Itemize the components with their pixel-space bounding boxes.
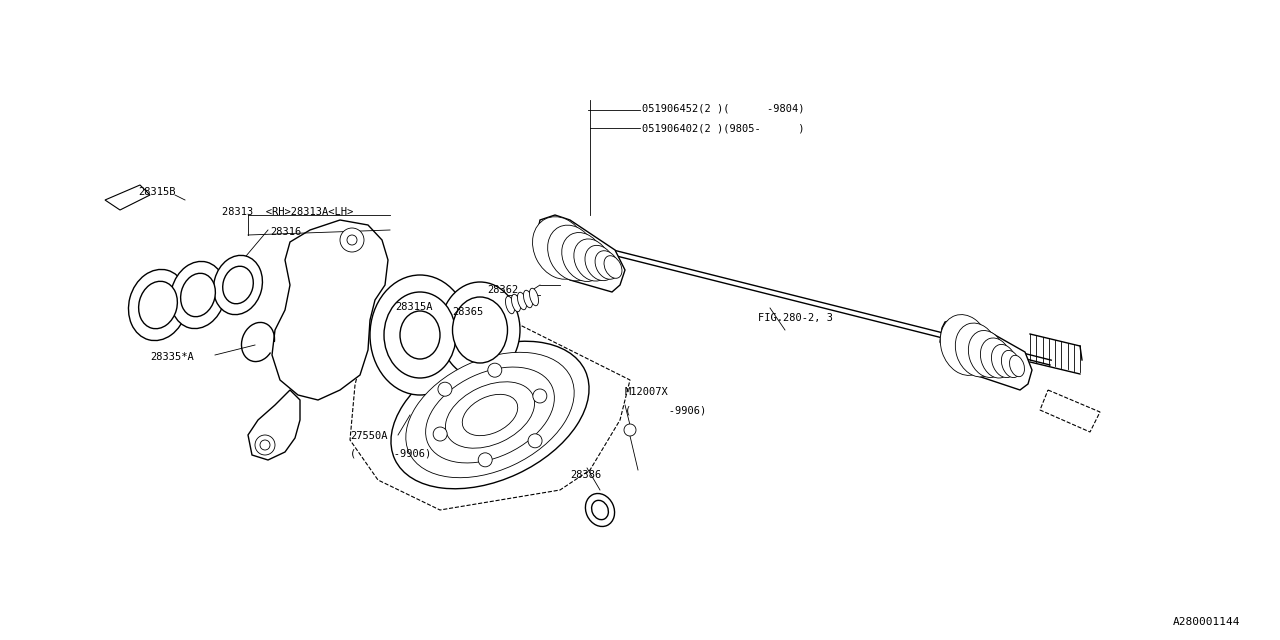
Text: (      -9906): ( -9906) <box>349 448 431 458</box>
Polygon shape <box>349 310 630 510</box>
Text: 28315B: 28315B <box>138 187 175 197</box>
Ellipse shape <box>462 394 517 436</box>
Circle shape <box>625 424 636 436</box>
Text: 051906452(2 )(      -9804): 051906452(2 )( -9804) <box>643 103 805 113</box>
Polygon shape <box>248 390 300 460</box>
Ellipse shape <box>524 291 532 308</box>
Ellipse shape <box>370 275 470 395</box>
Ellipse shape <box>992 344 1016 378</box>
Ellipse shape <box>1001 350 1020 378</box>
Circle shape <box>438 382 452 396</box>
Ellipse shape <box>406 352 575 477</box>
Text: M12007X: M12007X <box>625 387 668 397</box>
Ellipse shape <box>180 273 215 317</box>
Circle shape <box>433 427 447 441</box>
Circle shape <box>488 363 502 377</box>
Ellipse shape <box>384 292 456 378</box>
Ellipse shape <box>604 256 622 278</box>
Circle shape <box>529 434 541 448</box>
Text: 28365: 28365 <box>452 307 484 317</box>
Ellipse shape <box>445 382 535 448</box>
Ellipse shape <box>980 338 1011 378</box>
Ellipse shape <box>170 261 225 328</box>
Text: 28335*A: 28335*A <box>150 352 193 362</box>
Text: 28315A: 28315A <box>396 302 433 312</box>
Circle shape <box>340 228 364 252</box>
Circle shape <box>532 389 547 403</box>
Ellipse shape <box>426 367 554 463</box>
Ellipse shape <box>214 255 262 315</box>
Ellipse shape <box>512 294 521 312</box>
Circle shape <box>255 435 275 455</box>
Ellipse shape <box>941 315 989 376</box>
Text: 28313  <RH>28313A<LH>: 28313 <RH>28313A<LH> <box>221 207 353 217</box>
Ellipse shape <box>517 292 526 310</box>
Ellipse shape <box>595 251 620 279</box>
Ellipse shape <box>573 239 611 281</box>
Text: 28362: 28362 <box>486 285 518 295</box>
Circle shape <box>347 235 357 245</box>
Ellipse shape <box>532 217 588 279</box>
Ellipse shape <box>548 225 596 281</box>
Text: A280001144: A280001144 <box>1172 617 1240 627</box>
Text: 28316: 28316 <box>270 227 301 237</box>
Text: 27550A: 27550A <box>349 431 388 441</box>
Ellipse shape <box>401 311 440 359</box>
Circle shape <box>260 440 270 450</box>
Ellipse shape <box>223 266 253 304</box>
Text: FIG.280-2, 3: FIG.280-2, 3 <box>758 313 833 323</box>
Ellipse shape <box>506 296 515 314</box>
Ellipse shape <box>440 282 520 378</box>
Ellipse shape <box>128 269 188 340</box>
Circle shape <box>479 453 493 467</box>
Ellipse shape <box>390 341 589 489</box>
Ellipse shape <box>1010 355 1024 377</box>
Ellipse shape <box>955 323 998 377</box>
Ellipse shape <box>453 297 507 363</box>
Polygon shape <box>273 220 388 400</box>
Ellipse shape <box>585 245 614 281</box>
Ellipse shape <box>585 493 614 527</box>
Polygon shape <box>535 215 625 292</box>
Text: 051906402(2 )(9805-      ): 051906402(2 )(9805- ) <box>643 123 805 133</box>
Text: 28386: 28386 <box>570 470 602 480</box>
Text: (      -9906): ( -9906) <box>625 405 707 415</box>
Polygon shape <box>940 318 1032 390</box>
Ellipse shape <box>591 500 608 520</box>
Ellipse shape <box>969 330 1006 378</box>
Ellipse shape <box>530 288 539 306</box>
Ellipse shape <box>562 232 604 282</box>
Ellipse shape <box>138 282 178 329</box>
